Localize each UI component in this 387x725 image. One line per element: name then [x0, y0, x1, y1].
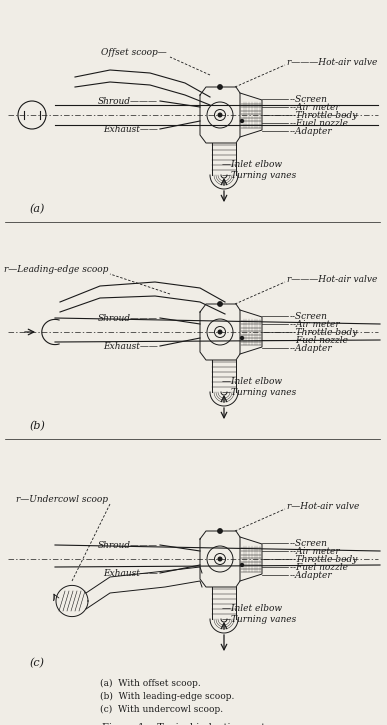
Text: r———Hot-air valve: r———Hot-air valve	[287, 275, 377, 284]
Text: (b)  With leading-edge scoop.: (b) With leading-edge scoop.	[100, 692, 235, 701]
Circle shape	[218, 85, 222, 89]
Text: r—Hot-air valve: r—Hot-air valve	[287, 502, 360, 511]
Text: (c)  With undercowl scoop.: (c) With undercowl scoop.	[100, 705, 223, 714]
Text: —Inlet elbow: —Inlet elbow	[222, 377, 282, 386]
Circle shape	[218, 330, 222, 334]
Circle shape	[218, 113, 222, 117]
Text: --Throttle body: --Throttle body	[290, 328, 357, 336]
Text: Shroud———: Shroud———	[98, 96, 158, 106]
Text: --Screen: --Screen	[290, 539, 328, 547]
Text: r—Leading-edge scoop: r—Leading-edge scoop	[3, 265, 108, 274]
Text: --Air meter: --Air meter	[290, 547, 340, 555]
Text: --Adapter: --Adapter	[290, 571, 332, 579]
Text: Shroud———: Shroud———	[98, 313, 158, 323]
Text: --Fuel nozzle: --Fuel nozzle	[290, 563, 348, 571]
Text: --Air meter: --Air meter	[290, 320, 340, 328]
Text: r———Hot-air valve: r———Hot-air valve	[287, 58, 377, 67]
Circle shape	[218, 302, 222, 306]
Text: Figure 1.—Typical induction system.: Figure 1.—Typical induction system.	[102, 723, 284, 725]
Text: (b): (b)	[30, 420, 46, 431]
Text: —Turning vanes: —Turning vanes	[222, 388, 296, 397]
Text: Offset scoop—: Offset scoop—	[101, 48, 167, 57]
Text: Exhaust——: Exhaust——	[103, 125, 158, 133]
Circle shape	[218, 558, 222, 561]
Text: Exhaust——: Exhaust——	[103, 341, 158, 350]
Text: r—Undercowl scoop: r—Undercowl scoop	[16, 495, 108, 504]
Text: --Throttle body: --Throttle body	[290, 555, 357, 563]
Text: (a): (a)	[30, 204, 45, 214]
Text: --Screen: --Screen	[290, 94, 328, 104]
Text: (a)  With offset scoop.: (a) With offset scoop.	[100, 679, 201, 688]
Circle shape	[240, 336, 243, 339]
Text: --Throttle body: --Throttle body	[290, 110, 357, 120]
Text: --Screen: --Screen	[290, 312, 328, 320]
Text: --Fuel nozzle: --Fuel nozzle	[290, 336, 348, 344]
Text: --Adapter: --Adapter	[290, 344, 332, 352]
Text: --Fuel nozzle: --Fuel nozzle	[290, 118, 348, 128]
Text: --Adapter: --Adapter	[290, 126, 332, 136]
Text: --Air meter: --Air meter	[290, 102, 340, 112]
Text: (c): (c)	[30, 658, 45, 668]
Text: —Inlet elbow: —Inlet elbow	[222, 604, 282, 613]
Circle shape	[240, 563, 243, 566]
Text: —Turning vanes: —Turning vanes	[222, 171, 296, 180]
Circle shape	[218, 529, 222, 533]
Text: —Inlet elbow: —Inlet elbow	[222, 160, 282, 169]
Text: Exhaust——: Exhaust——	[103, 568, 158, 578]
Text: —Turning vanes: —Turning vanes	[222, 615, 296, 624]
Text: Shroud———: Shroud———	[98, 541, 158, 550]
Circle shape	[240, 120, 243, 123]
